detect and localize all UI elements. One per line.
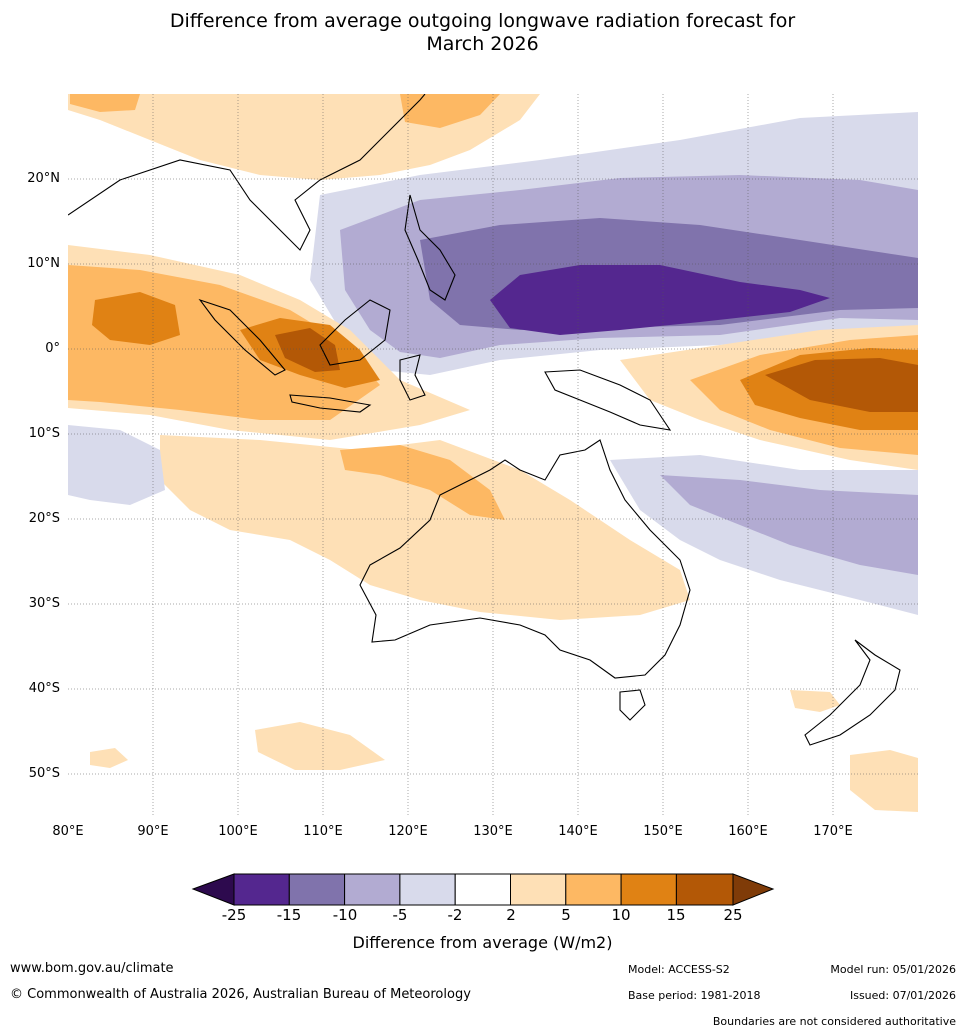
disclaimer-text: Boundaries are not considered authoritat…	[712, 1015, 956, 1028]
region-positive-australia	[160, 435, 690, 620]
colorbar-label: 25	[723, 906, 743, 924]
colorbar-label: -15	[276, 906, 302, 924]
region-positive-nw-australia	[340, 445, 505, 520]
region-positive-south-4	[790, 690, 840, 712]
region-positive-north-west	[70, 94, 140, 112]
colorbar-swatch	[288, 873, 346, 906]
philippines-coastline	[404, 194, 456, 301]
colorbar-label: -10	[332, 906, 358, 924]
copyright-text: © Commonwealth of Australia 2026, Austra…	[10, 987, 471, 1002]
colorbar-swatch	[675, 873, 734, 906]
graticule	[68, 94, 918, 816]
base-period-text: Base period: 1981-2018	[628, 989, 761, 1002]
colorbar-swatch	[454, 873, 512, 906]
lon-label: 110°E	[303, 824, 343, 839]
colorbar-label: -25	[221, 906, 247, 924]
lon-label: 150°E	[643, 824, 683, 839]
lat-label: 50°S	[28, 766, 60, 781]
colorbar-swatch	[510, 873, 567, 906]
asia-coastline	[68, 94, 426, 251]
region-positive-south-1	[255, 722, 385, 770]
lat-label: 10°S	[28, 426, 60, 441]
sulawesi-coastline	[399, 354, 426, 401]
region-positive-south-2	[850, 750, 918, 812]
region-positive-south-3	[90, 748, 128, 768]
colorbar-swatch	[233, 873, 290, 906]
colorbar-label: 5	[561, 906, 571, 924]
coastlines	[68, 94, 901, 746]
lon-label: 100°E	[218, 824, 258, 839]
lon-label: 80°E	[52, 824, 84, 839]
colorbar-swatch-above	[732, 873, 775, 906]
java-coastline	[289, 394, 372, 413]
region-negative-very-strong	[490, 265, 830, 335]
lat-label: 40°S	[28, 681, 60, 696]
colorbar-swatch	[344, 873, 401, 906]
lon-label: 170°E	[813, 824, 853, 839]
colorbar-label: 10	[611, 906, 631, 924]
colorbar-swatch-below	[191, 873, 235, 906]
title-line-1: Difference from average outgoing longwav…	[169, 10, 796, 32]
colorbar-label: -2	[447, 906, 463, 924]
region-positive-maritime-very-strong	[275, 328, 340, 372]
borneo-coastline	[319, 299, 391, 366]
colorbar-swatch	[399, 873, 456, 906]
region-negative-indian	[68, 425, 165, 505]
issued-text: Issued: 07/01/2026	[849, 989, 956, 1002]
australia-coastline	[359, 439, 691, 679]
colorbar	[191, 873, 775, 906]
map-title: Difference from average outgoing longwav…	[0, 10, 965, 56]
lon-label: 90°E	[137, 824, 169, 839]
colorbar-swatch	[565, 873, 622, 906]
lat-label: 20°N	[27, 171, 60, 186]
title-line-2: March 2026	[426, 33, 539, 55]
region-positive-pacific-very-strong	[765, 358, 918, 412]
lat-label: 30°S	[28, 596, 60, 611]
region-positive-west-strong	[92, 292, 180, 345]
lat-label: 10°N	[27, 256, 60, 271]
region-negative-south-pacific-moderate	[660, 475, 918, 575]
lon-label: 160°E	[728, 824, 768, 839]
sumatra-coastline	[198, 298, 286, 376]
region-positive-north-strong	[400, 94, 500, 128]
colorbar-title: Difference from average (W/m2)	[352, 933, 613, 952]
tasmania-coastline	[619, 689, 646, 721]
colorbar-swatch	[620, 873, 677, 906]
new-zealand-coastline	[804, 639, 901, 746]
colorbar-label: -5	[392, 906, 408, 924]
lon-label: 140°E	[558, 824, 598, 839]
lon-label: 120°E	[388, 824, 428, 839]
new-guinea-coastline	[544, 369, 672, 431]
colorbar-label: 2	[506, 906, 516, 924]
model-text: Model: ACCESS-S2	[628, 963, 730, 976]
lon-label: 130°E	[473, 824, 513, 839]
model-run-text: Model run: 05/01/2026	[830, 963, 956, 976]
website-link[interactable]: www.bom.gov.au/climate	[10, 961, 174, 976]
lat-label: 0°	[45, 341, 60, 356]
lat-label: 20°S	[28, 511, 60, 526]
colorbar-label: 15	[666, 906, 686, 924]
